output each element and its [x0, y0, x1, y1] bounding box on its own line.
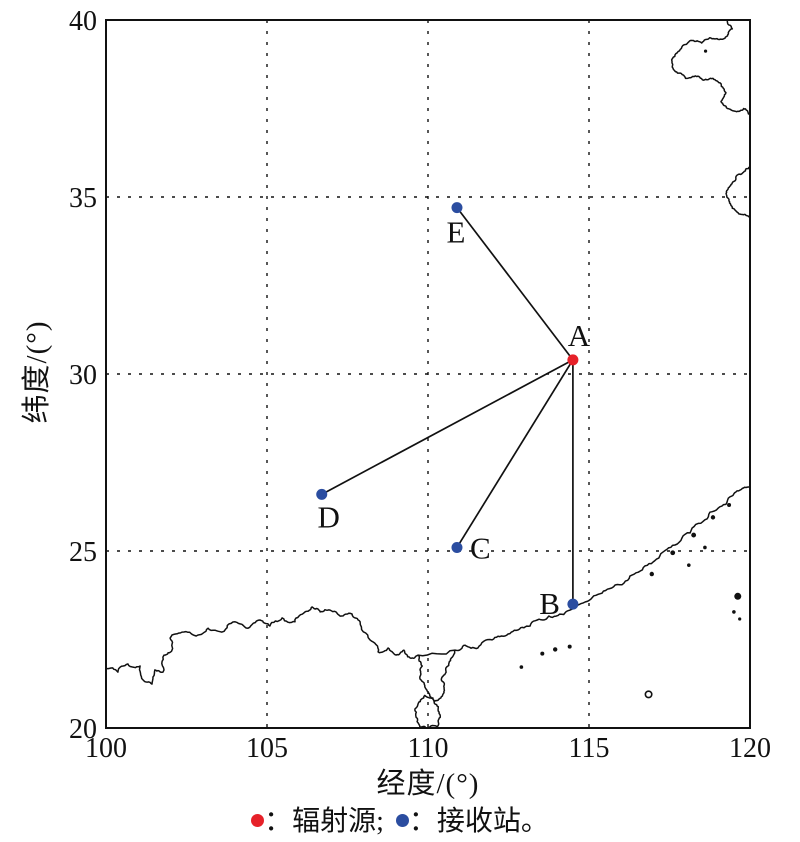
point-label-D: D [318, 499, 340, 534]
island-dot [703, 545, 707, 550]
legend-label-source: ：辐射源; [264, 806, 384, 837]
island-dot [567, 644, 572, 649]
plot-border [105, 19, 751, 729]
x-tick-label: 100 [85, 733, 127, 764]
x-tick-label: 110 [408, 733, 449, 764]
y-tick-label: 25 [69, 537, 97, 568]
island-dot [687, 563, 691, 567]
link-A-E [456, 207, 574, 361]
source-dot-icon [251, 814, 265, 827]
point-label-C: C [470, 530, 491, 565]
island-dot [732, 610, 736, 614]
coastline-hainan-island [414, 694, 442, 728]
y-tick-label: 30 [69, 360, 97, 391]
y-tick-label: 40 [69, 6, 97, 37]
y-tick-label: 20 [69, 714, 97, 745]
coastline-leizhou-peninsula [417, 649, 456, 703]
island-dot [710, 515, 716, 520]
coastline-bohai-shandong-coast [670, 20, 750, 117]
point-label-E: E [447, 215, 466, 250]
legend-label-receiver: ：接收站。 [408, 806, 549, 837]
point-label-A: A [568, 318, 591, 353]
coastline-south-china-coast [106, 486, 750, 685]
legend-item-receiver: ：接收站。 [395, 799, 549, 839]
island-dot [670, 550, 676, 556]
y-tick-label: 35 [69, 183, 97, 214]
island-dot [552, 647, 558, 652]
coastline-jiangsu-coast [725, 166, 750, 219]
island-dot [519, 665, 524, 669]
island-dot [727, 502, 732, 507]
point-A [567, 354, 579, 366]
legend-item-source: ：辐射源; [251, 799, 384, 839]
plot-area [106, 20, 750, 728]
island-dot [703, 49, 708, 53]
point-D [316, 488, 328, 500]
island-dot [649, 571, 654, 577]
legend: ：辐射源; ：接收站。 [0, 799, 800, 839]
x-axis-label: 经度/(°) [376, 768, 480, 800]
link-A-D [321, 359, 574, 496]
island-dot [691, 532, 697, 538]
island-dot [738, 617, 742, 621]
point-C [451, 541, 463, 553]
point-E [451, 202, 463, 214]
x-tick-label: 120 [729, 733, 771, 764]
point-label-B: B [539, 586, 560, 621]
link-A-C [456, 359, 574, 548]
island-dot [540, 651, 545, 656]
y-axis-label: 纬度/(°) [21, 320, 53, 424]
island-ring [644, 690, 653, 699]
x-tick-label: 105 [246, 733, 288, 764]
island-dot [734, 592, 742, 600]
point-B [567, 598, 579, 610]
receiver-dot-icon [395, 814, 409, 827]
x-tick-label: 115 [569, 733, 610, 764]
